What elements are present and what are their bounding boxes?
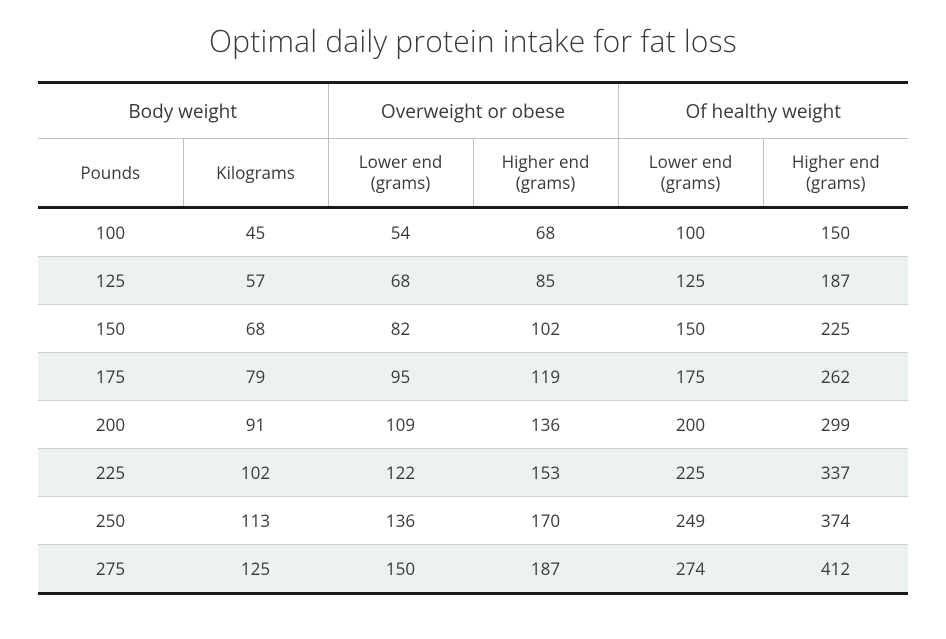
cell: 79 <box>183 352 328 400</box>
col-kilograms: Kilograms <box>183 139 328 208</box>
table-row: 225 102 122 153 225 337 <box>38 448 908 496</box>
cell: 68 <box>183 304 328 352</box>
cell: 274 <box>618 544 763 593</box>
cell: 102 <box>473 304 618 352</box>
cell: 136 <box>328 496 473 544</box>
cell: 225 <box>38 448 183 496</box>
cell: 109 <box>328 400 473 448</box>
cell: 153 <box>473 448 618 496</box>
cell: 85 <box>473 256 618 304</box>
cell: 82 <box>328 304 473 352</box>
cell: 150 <box>38 304 183 352</box>
col-group-body-weight: Body weight <box>38 83 328 139</box>
cell: 45 <box>183 207 328 256</box>
col-ow-higher: Higher end (grams) <box>473 139 618 208</box>
cell: 91 <box>183 400 328 448</box>
cell: 187 <box>763 256 908 304</box>
col-ow-lower: Lower end (grams) <box>328 139 473 208</box>
cell: 100 <box>38 207 183 256</box>
table-row: 250 113 136 170 249 374 <box>38 496 908 544</box>
cell: 125 <box>618 256 763 304</box>
cell: 95 <box>328 352 473 400</box>
cell: 374 <box>763 496 908 544</box>
cell: 175 <box>38 352 183 400</box>
cell: 200 <box>38 400 183 448</box>
cell: 57 <box>183 256 328 304</box>
cell: 150 <box>328 544 473 593</box>
table-body: 100 45 54 68 100 150 125 57 68 85 125 18… <box>38 207 908 593</box>
col-hw-lower: Lower end (grams) <box>618 139 763 208</box>
cell: 275 <box>38 544 183 593</box>
cell: 122 <box>328 448 473 496</box>
cell: 102 <box>183 448 328 496</box>
cell: 412 <box>763 544 908 593</box>
table-row: 100 45 54 68 100 150 <box>38 207 908 256</box>
cell: 337 <box>763 448 908 496</box>
col-pounds: Pounds <box>38 139 183 208</box>
cell: 119 <box>473 352 618 400</box>
cell: 262 <box>763 352 908 400</box>
cell: 125 <box>183 544 328 593</box>
cell: 113 <box>183 496 328 544</box>
cell: 225 <box>763 304 908 352</box>
table-row: 275 125 150 187 274 412 <box>38 544 908 593</box>
table-row: 125 57 68 85 125 187 <box>38 256 908 304</box>
table-row: 150 68 82 102 150 225 <box>38 304 908 352</box>
cell: 175 <box>618 352 763 400</box>
cell: 170 <box>473 496 618 544</box>
cell: 249 <box>618 496 763 544</box>
cell: 100 <box>618 207 763 256</box>
col-hw-higher: Higher end (grams) <box>763 139 908 208</box>
cell: 150 <box>618 304 763 352</box>
cell: 125 <box>38 256 183 304</box>
table-row: 175 79 95 119 175 262 <box>38 352 908 400</box>
cell: 150 <box>763 207 908 256</box>
cell: 200 <box>618 400 763 448</box>
cell: 299 <box>763 400 908 448</box>
cell: 250 <box>38 496 183 544</box>
cell: 54 <box>328 207 473 256</box>
cell: 136 <box>473 400 618 448</box>
col-group-healthy: Of healthy weight <box>618 83 908 139</box>
protein-table-container: Body weight Overweight or obese Of healt… <box>38 81 908 595</box>
cell: 187 <box>473 544 618 593</box>
cell: 68 <box>328 256 473 304</box>
protein-table: Body weight Overweight or obese Of healt… <box>38 81 908 595</box>
col-group-overweight: Overweight or obese <box>328 83 618 139</box>
cell: 225 <box>618 448 763 496</box>
page-title: Optimal daily protein intake for fat los… <box>38 20 908 61</box>
cell: 68 <box>473 207 618 256</box>
table-row: 200 91 109 136 200 299 <box>38 400 908 448</box>
